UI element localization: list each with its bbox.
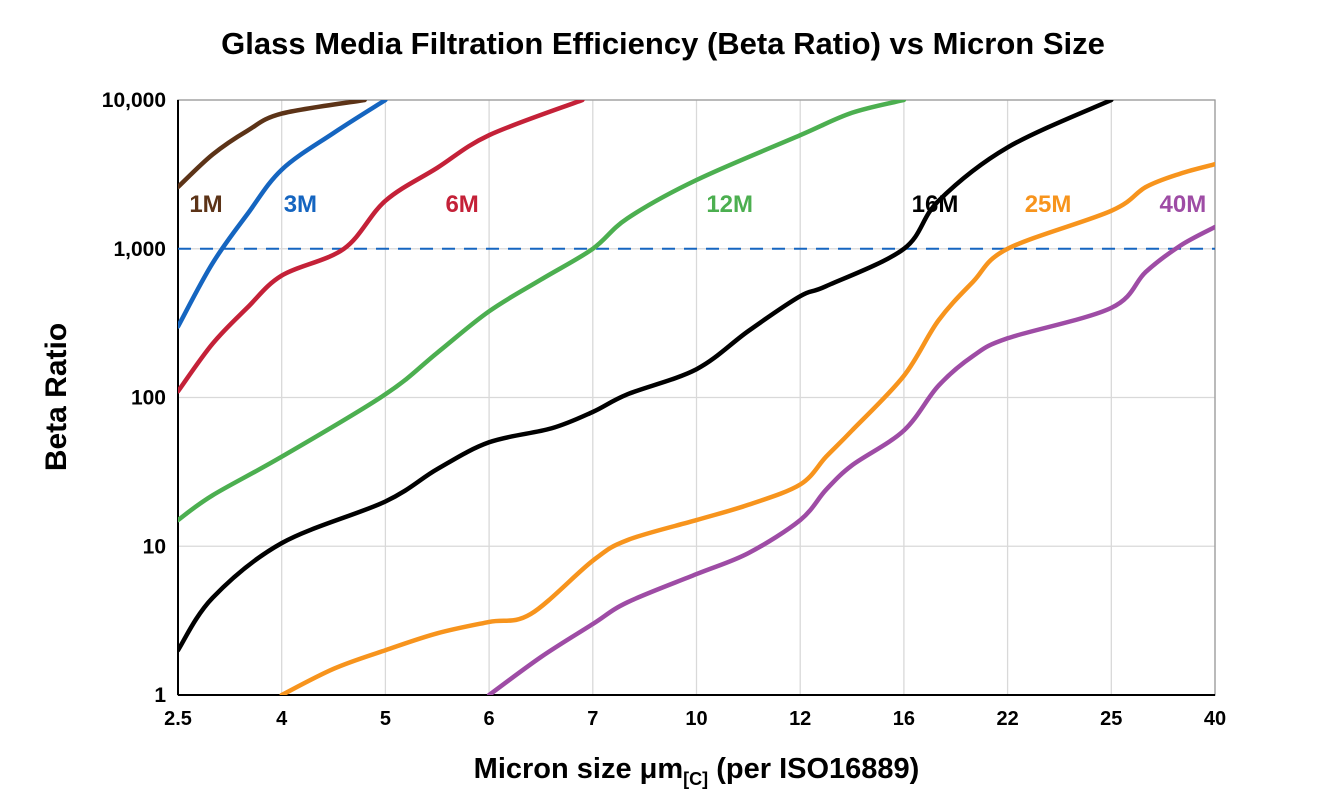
series-curve-6M (178, 100, 585, 394)
x-tick-label: 25 (1100, 708, 1122, 730)
x-tick-label: 5 (380, 708, 391, 730)
series-curves (178, 100, 1215, 695)
gridlines (177, 99, 1216, 696)
series-curve-40M (486, 224, 1215, 695)
x-axis-label-suffix: (per ISO16889) (708, 753, 920, 785)
chart-title: Glass Media Filtration Efficiency (Beta … (221, 26, 1105, 61)
series-label-6M: 6M (445, 191, 478, 218)
series-curve-25M (279, 161, 1215, 695)
y-tick-label: 10,000 (102, 89, 166, 112)
series-label-3M: 3M (284, 191, 317, 218)
x-axis-label-prefix: Micron size μm (473, 753, 684, 785)
x-axis-label-subscript: [C] (683, 769, 709, 789)
series-curve-12M (178, 100, 907, 523)
series-curve-16M (178, 100, 1114, 653)
series-label-1M: 1M (189, 191, 222, 218)
y-tick-label: 1 (154, 684, 166, 707)
x-tick-label: 22 (996, 708, 1018, 730)
x-axis-label: Micron size μm[C] (per ISO16889) (178, 753, 1215, 789)
series-label-25M: 25M (1025, 191, 1072, 218)
x-tick-label: 12 (789, 708, 811, 730)
x-tick-label: 2.5 (164, 708, 192, 730)
x-tick-label: 6 (484, 708, 495, 730)
y-tick-label: 10 (143, 535, 166, 558)
series-curve-3M (178, 100, 388, 329)
x-tick-label: 10 (685, 708, 707, 730)
x-tick-label: 4 (276, 708, 288, 730)
x-tick-label: 16 (893, 708, 915, 730)
y-tick-label: 1,000 (113, 238, 166, 261)
series-label-16M: 16M (912, 191, 959, 218)
y-tick-label: 100 (131, 387, 166, 410)
x-tick-label: 40 (1204, 708, 1226, 730)
series-label-40M: 40M (1160, 191, 1207, 218)
x-tick-label: 7 (587, 708, 598, 730)
series-label-12M: 12M (706, 191, 753, 218)
series-curve-1M (178, 100, 367, 190)
